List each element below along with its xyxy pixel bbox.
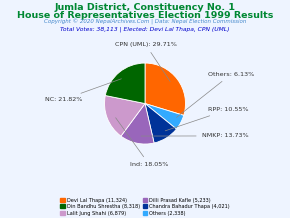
Text: RPP: 10.55%: RPP: 10.55%	[165, 107, 248, 131]
Text: NMKP: 13.73%: NMKP: 13.73%	[141, 133, 248, 138]
Text: CPN (UML): 29.71%: CPN (UML): 29.71%	[115, 42, 177, 82]
Text: Jumla District, Constituency No. 1: Jumla District, Constituency No. 1	[55, 3, 235, 12]
Legend: Devi Lal Thapa (11,324), Din Bandhu Shrestha (8,318), Lalit Jung Shahi (6,879), : Devi Lal Thapa (11,324), Din Bandhu Shre…	[60, 198, 230, 216]
Wedge shape	[145, 63, 186, 115]
Text: Ind: 18.05%: Ind: 18.05%	[116, 118, 168, 167]
Wedge shape	[145, 104, 184, 129]
Text: NC: 21.82%: NC: 21.82%	[45, 79, 122, 102]
Wedge shape	[121, 104, 154, 144]
Text: House of Representatives Election 1999 Results: House of Representatives Election 1999 R…	[17, 11, 273, 20]
Text: Total Votes: 38,113 | Elected: Devi Lal Thapa, CPN (UML): Total Votes: 38,113 | Elected: Devi Lal …	[60, 27, 230, 32]
Wedge shape	[104, 95, 145, 136]
Text: Copyright © 2020 NepalArchives.Com | Data: Nepal Election Commission: Copyright © 2020 NepalArchives.Com | Dat…	[44, 19, 246, 25]
Wedge shape	[105, 63, 145, 104]
Wedge shape	[145, 104, 176, 143]
Text: Others: 6.13%: Others: 6.13%	[177, 72, 254, 118]
